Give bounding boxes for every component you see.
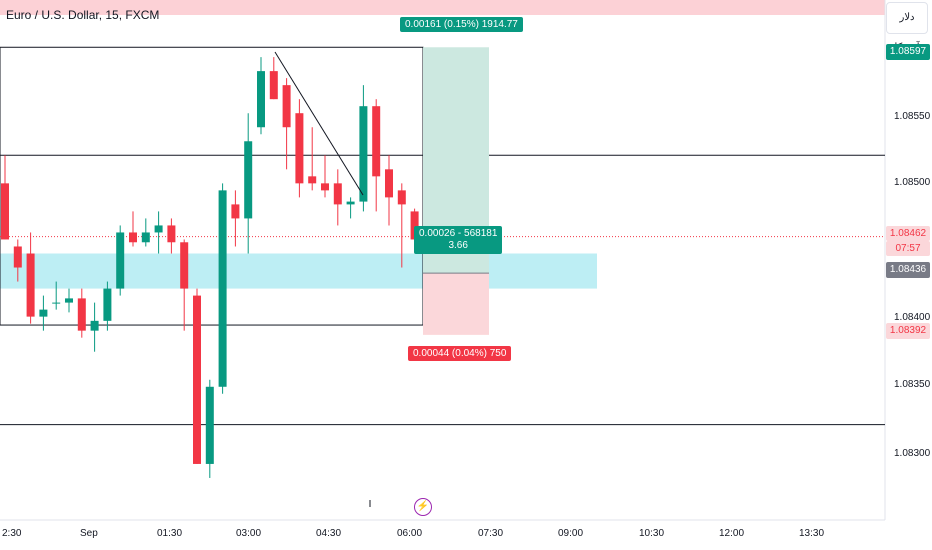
target-label: 0.00161 (0.15%) 1914.77 (400, 17, 523, 32)
candle-body (372, 106, 381, 177)
time-tick: 2:30 (2, 528, 22, 539)
candle-body (77, 298, 86, 331)
stop-zone (423, 273, 489, 335)
support-zone (0, 253, 597, 289)
candle-body (257, 71, 265, 128)
candle-body (65, 298, 73, 303)
candle-body (116, 232, 125, 289)
position-ratio-text: 3.66 (448, 240, 468, 251)
current-price-label: 1.08462 (886, 226, 930, 241)
countdown-label: 07:57 (886, 241, 930, 256)
candle-body (1, 183, 9, 240)
candle-body (39, 309, 48, 317)
candle-body (333, 183, 342, 205)
candle-body (52, 302, 61, 304)
candle-body (385, 169, 393, 198)
candle-body (410, 211, 419, 240)
candle-body (103, 288, 112, 321)
candle-body (193, 295, 201, 464)
time-tick: 01:30 (157, 528, 183, 539)
entry-price-label: 1.08436 (886, 262, 930, 278)
language-button[interactable]: دلار آمریکا (886, 2, 928, 53)
candle-body (282, 85, 291, 128)
candle-body (90, 320, 99, 331)
candle-body (167, 225, 176, 243)
candle-body (26, 253, 35, 317)
top-banner (0, 0, 885, 15)
candle-body (321, 183, 329, 191)
time-tick: Sep (80, 528, 98, 539)
stop-label: 0.00044 (0.04%) 750 (408, 346, 512, 361)
time-tick: 04:30 (316, 528, 342, 539)
price-tick: 1.08350 (894, 379, 931, 390)
price-tick: 1.08300 (894, 448, 931, 459)
time-tick: 12:00 (719, 528, 745, 539)
position-center-label: 0.00026 - 568181 3.66 (414, 226, 503, 254)
time-tick: 13:30 (799, 528, 825, 539)
candle-body (180, 242, 189, 289)
chart-title: Euro / U.S. Dollar, 15, FXCM (6, 8, 160, 22)
candle-body (359, 106, 368, 202)
candle-body (295, 113, 304, 184)
candle-body (205, 386, 214, 464)
position-risk-text: 0.00026 - 568181 (419, 228, 498, 239)
time-tick: 07:30 (478, 528, 504, 539)
time-tick: 10:30 (639, 528, 665, 539)
candle-body (231, 204, 240, 219)
time-tick: 06:00 (397, 528, 423, 539)
time-tick: 03:00 (236, 528, 262, 539)
time-tick: 09:00 (558, 528, 584, 539)
candle-body (129, 232, 137, 243)
candle-body (269, 71, 278, 100)
candle-body (218, 190, 227, 387)
price-tick: 1.08400 (894, 312, 931, 323)
trend-line (274, 51, 364, 196)
candle-body (141, 232, 150, 243)
target-price-label: 1.08597 (886, 44, 930, 60)
candle-body (13, 246, 22, 268)
lightning-icon[interactable]: ⚡ (414, 498, 432, 516)
price-tick: 1.08500 (894, 177, 931, 188)
candle-body (397, 190, 406, 205)
candle-body (154, 225, 163, 233)
candle-body (308, 176, 317, 184)
price-tick: 1.08550 (894, 111, 931, 122)
candle-body (346, 201, 355, 205)
candle-body (244, 141, 253, 219)
stop-price-label: 1.08392 (886, 323, 930, 339)
